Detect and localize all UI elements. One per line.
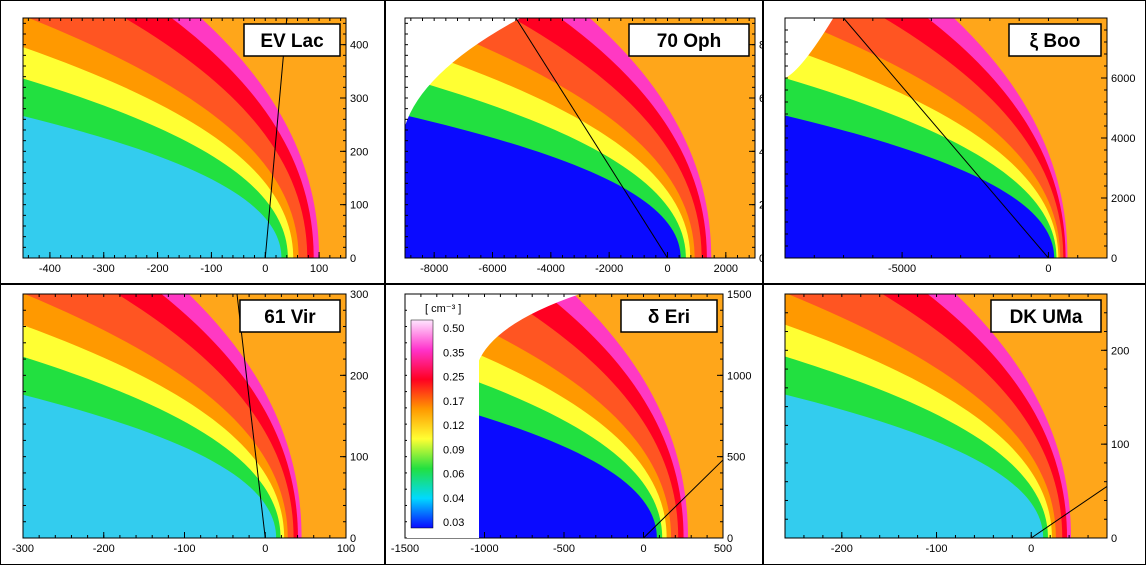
- y-tick-label: 500: [727, 452, 745, 464]
- inflow-line: [843, 18, 1049, 258]
- y-tick-label: 200: [350, 146, 368, 158]
- panel-label-box: [239, 299, 341, 333]
- y-tick-label: 1000: [727, 370, 751, 382]
- x-tick-label: -100: [200, 263, 222, 275]
- panel-title: ξ Boo: [1030, 31, 1081, 52]
- panel-2: -8000-6000-4000-200002000020004000600080…: [385, 0, 783, 284]
- colorbar-level: 0.25: [443, 372, 464, 384]
- panel-title: δ Eri: [648, 307, 690, 328]
- inflow-line: [264, 18, 288, 258]
- x-tick-label: 0: [664, 263, 670, 275]
- colorbar-scale: [410, 319, 434, 529]
- x-tick-label: -300: [12, 543, 34, 555]
- x-tick-label: -200: [831, 543, 853, 555]
- panel-title: EV Lac: [260, 31, 324, 52]
- x-tick-label: -5000: [888, 263, 916, 275]
- y-tick-label: 400: [350, 40, 368, 52]
- y-tick-label: 200: [1111, 345, 1129, 357]
- y-tick-label: 4000: [1111, 133, 1135, 145]
- x-tick-label: 2000: [714, 263, 738, 275]
- colorbar-level: 0.06: [443, 469, 464, 481]
- panel-6: -200 -100 0 0 100 200 DK UMa: [763, 284, 1146, 565]
- x-tick-label: 0: [1028, 543, 1034, 555]
- x-tick-label: -1000: [470, 543, 498, 555]
- y-tick-label: 300: [350, 93, 368, 105]
- colorbar-level: 0.50: [443, 323, 464, 335]
- y-tick-label: 200: [350, 370, 368, 382]
- panel-1: -400 -300 -200 -100 0 100 0 100 200 300 400 EV Lac: [0, 0, 385, 284]
- y-tick-label: 0: [1111, 533, 1117, 545]
- x-tick-label: -1500: [391, 543, 419, 555]
- y-tick-label: 100: [1111, 439, 1129, 451]
- x-tick-label: 0: [640, 543, 646, 555]
- density-map: [23, 294, 346, 538]
- inflow-line: [1030, 485, 1107, 538]
- x-tick-label: -300: [93, 263, 115, 275]
- y-tick-label: 0: [350, 253, 356, 265]
- panel-label-box: [628, 23, 750, 57]
- density-map: [23, 18, 346, 258]
- panel-label-box: [990, 299, 1102, 333]
- colorbar-level: 0.03: [443, 517, 464, 529]
- panel-label-box: [620, 299, 718, 333]
- x-tick-label: 0: [1045, 263, 1051, 275]
- inflow-line: [643, 459, 723, 538]
- colorbar: [ cm⁻³ ] 0.50 0.35 0.25 0.17 0.12 0.09 0.06 0.04…: [407, 300, 479, 538]
- colorbar-level: 0.04: [443, 493, 464, 505]
- colorbar-level: 0.12: [443, 420, 464, 432]
- inflow-line: [236, 294, 266, 538]
- x-tick-label: -8000: [420, 263, 448, 275]
- x-tick-label: -500: [553, 543, 575, 555]
- density-map: [785, 18, 1107, 258]
- plot-frame: [404, 17, 756, 259]
- panel-label-box: [243, 23, 341, 57]
- panel-title: DK UMa: [1010, 307, 1083, 328]
- panel-title: 61 Vir: [264, 307, 316, 328]
- y-tick-label: 0: [727, 533, 733, 545]
- x-tick-label: 500: [714, 543, 732, 555]
- x-tick-label: -200: [93, 543, 115, 555]
- colorbar-level: 0.09: [443, 444, 464, 456]
- y-tick-label: 0: [350, 533, 356, 545]
- plot-frame: [784, 293, 1108, 539]
- y-tick-label: 2000: [1111, 193, 1135, 205]
- density-map: [785, 294, 1107, 538]
- colorbar-level: 0.35: [443, 347, 464, 359]
- inflow-line: [515, 18, 668, 258]
- x-tick-label: 0: [262, 543, 268, 555]
- x-tick-label: -4000: [537, 263, 565, 275]
- panel-3: -5000 0 0 2000 4000 6000 ξ Boo: [763, 0, 1146, 284]
- y-tick-label: 1500: [727, 289, 751, 301]
- colorbar-level: 0.17: [443, 396, 464, 408]
- x-tick-label: 100: [337, 543, 355, 555]
- y-tick-label: 100: [350, 200, 368, 212]
- panel-title: 70 Oph: [657, 31, 721, 52]
- y-tick-label: 0: [1111, 253, 1117, 265]
- density-map: [405, 18, 755, 258]
- y-tick-label: 100: [350, 452, 368, 464]
- x-tick-label: -400: [39, 263, 61, 275]
- x-tick-label: -200: [147, 263, 169, 275]
- x-tick-label: -100: [173, 543, 195, 555]
- x-tick-label: 100: [310, 263, 328, 275]
- y-tick-label: 0: [759, 253, 765, 265]
- x-tick-label: -6000: [478, 263, 506, 275]
- y-tick-label: 6000: [1111, 73, 1135, 85]
- x-tick-label: -2000: [595, 263, 623, 275]
- y-tick-label: 300: [350, 289, 368, 301]
- x-tick-label: -100: [926, 543, 948, 555]
- colorbar-unit: [ cm⁻³ ]: [425, 303, 461, 315]
- x-tick-label: 0: [262, 263, 268, 275]
- plot-frame: [22, 17, 347, 259]
- panel-label-box: [1008, 23, 1102, 57]
